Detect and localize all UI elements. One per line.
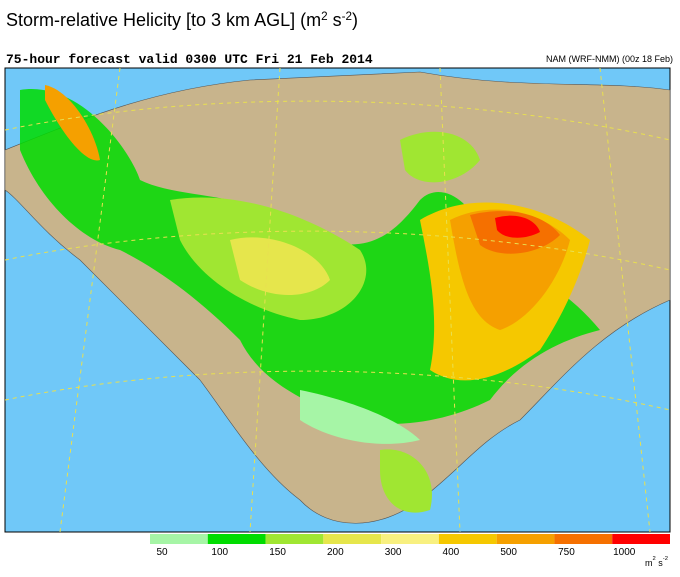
legend-tick-label: 50	[156, 547, 168, 558]
text-part: Storm-relative Helicity [to 3 km AGL] (m	[6, 10, 321, 30]
legend-swatch	[496, 534, 555, 544]
legend-tick-label: 150	[269, 547, 286, 558]
superscript: -2	[342, 10, 352, 23]
legend-swatch	[265, 534, 324, 544]
legend-swatch	[612, 534, 670, 544]
legend-swatch	[323, 534, 382, 544]
text-part: s	[656, 558, 664, 568]
title: Storm-relative Helicity [to 3 km AGL] (m…	[6, 10, 358, 30]
legend-units: m2 s-2	[645, 556, 668, 568]
superscript: -2	[663, 556, 668, 562]
legend-swatch	[438, 534, 497, 544]
text-part: s	[328, 10, 342, 30]
text-part: m	[645, 558, 653, 568]
legend-tick-label: 400	[443, 547, 460, 558]
superscript: 2	[653, 556, 656, 562]
legend-tick-label: 500	[500, 547, 517, 558]
text-part: )	[352, 10, 358, 30]
subtitle: 75-hour forecast valid 0300 UTC Fri 21 F…	[6, 52, 373, 67]
legend-tick-label: 200	[327, 547, 344, 558]
legend-swatch	[554, 534, 613, 544]
legend-tick-label: 300	[385, 547, 402, 558]
legend-swatch	[207, 534, 266, 544]
legend: 50 100 150 200 300 400 500 750 1000	[150, 534, 670, 558]
map	[4, 67, 671, 533]
model-label: NAM (WRF-NMM) (00z 18 Feb)	[546, 54, 673, 64]
legend-tick-label: 750	[558, 547, 575, 558]
legend-tick-label: 100	[211, 547, 228, 558]
legend-swatch	[381, 534, 439, 544]
legend-swatch	[150, 534, 208, 544]
superscript: 2	[321, 10, 328, 23]
legend-tick-label: 1000	[613, 547, 636, 558]
